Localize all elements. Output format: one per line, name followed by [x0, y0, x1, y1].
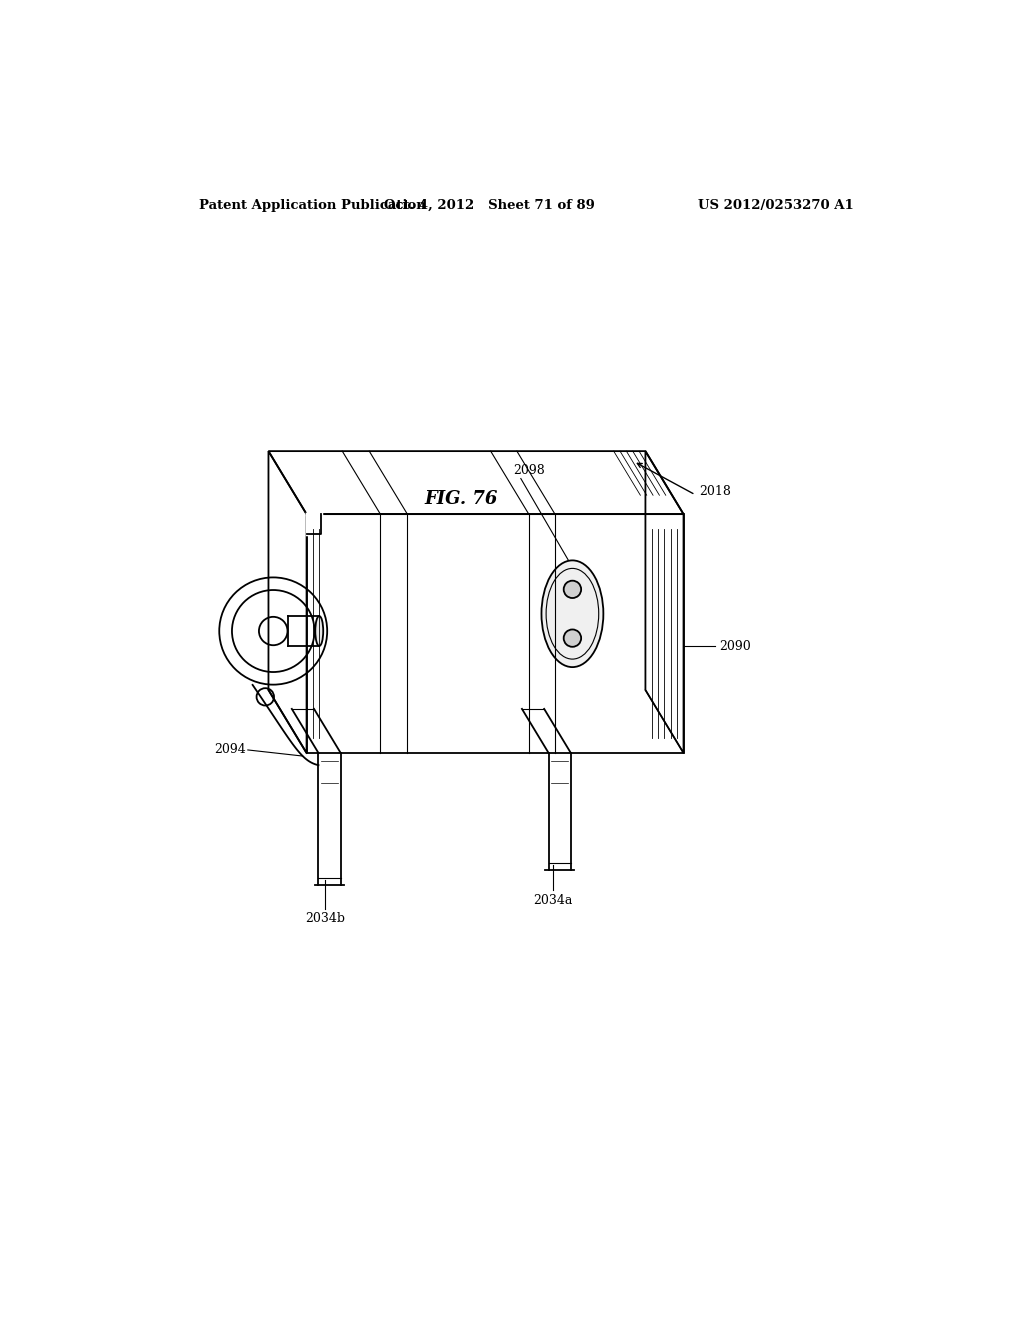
Text: 2034a: 2034a — [532, 894, 572, 907]
Text: FIG. 76: FIG. 76 — [425, 490, 498, 508]
Text: Patent Application Publication: Patent Application Publication — [200, 199, 426, 213]
Text: 2034b: 2034b — [305, 912, 345, 925]
Ellipse shape — [542, 561, 603, 667]
Text: 2094: 2094 — [214, 743, 246, 756]
Ellipse shape — [563, 581, 582, 598]
Text: 2090: 2090 — [719, 640, 751, 653]
Text: 2018: 2018 — [699, 486, 731, 498]
Ellipse shape — [315, 616, 324, 645]
Text: US 2012/0253270 A1: US 2012/0253270 A1 — [698, 199, 854, 213]
Text: Oct. 4, 2012   Sheet 71 of 89: Oct. 4, 2012 Sheet 71 of 89 — [384, 199, 595, 213]
Text: 2098: 2098 — [513, 463, 545, 477]
Ellipse shape — [563, 630, 582, 647]
